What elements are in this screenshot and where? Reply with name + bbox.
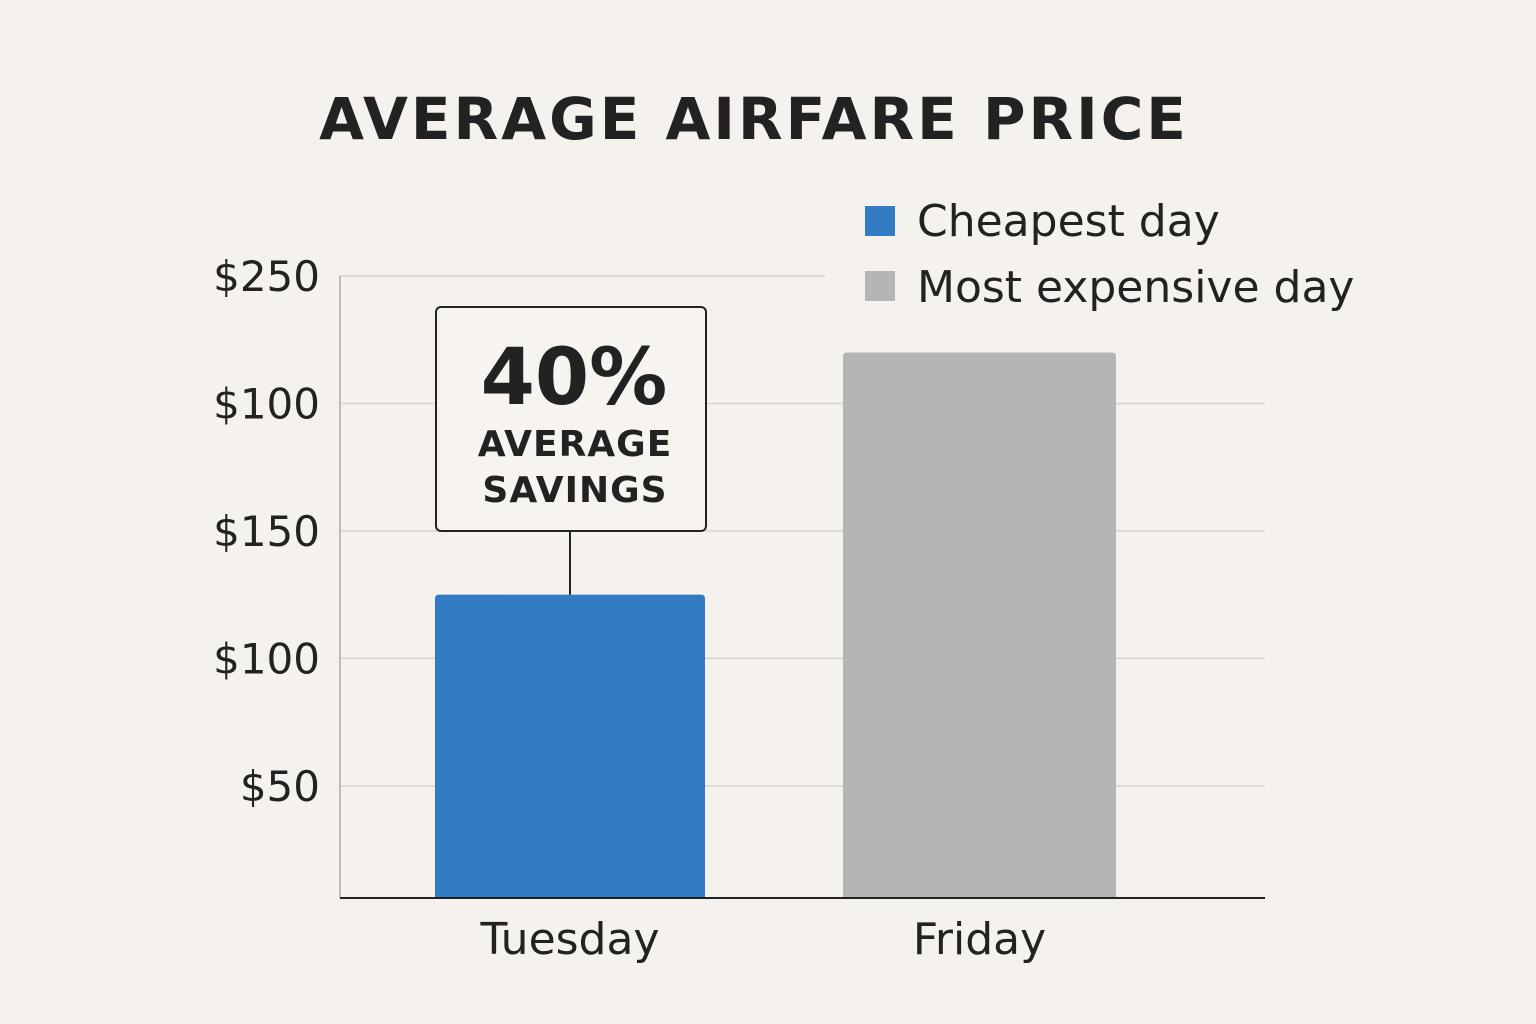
y-tick-label: $150 xyxy=(213,507,320,556)
x-tick-label: Friday xyxy=(913,914,1046,965)
annotation-percent: 40% xyxy=(481,333,668,423)
y-axis-ticks: $50 $100 $150 $100 $250 xyxy=(213,252,320,811)
annotation-box xyxy=(435,306,707,532)
y-tick-label: $250 xyxy=(213,252,320,301)
legend-label-most-expensive: Most expensive day xyxy=(917,262,1354,313)
y-tick-label: $100 xyxy=(213,379,320,428)
annotation-line2: SAVINGS xyxy=(482,470,667,511)
bar-friday xyxy=(843,352,1116,898)
x-axis-labels: Tuesday Friday xyxy=(479,914,1046,965)
bar-tuesday xyxy=(435,594,705,898)
bars xyxy=(435,352,1116,898)
y-tick-label: $50 xyxy=(240,762,320,811)
chart-title: AVERAGE AIRFARE PRICE xyxy=(319,85,1189,153)
legend-swatch-cheapest xyxy=(865,206,895,236)
annotation-line1: AVERAGE xyxy=(478,424,673,465)
y-tick-label: $100 xyxy=(213,634,320,683)
legend: Cheapest day Most expensive day xyxy=(865,196,1354,313)
legend-label-cheapest: Cheapest day xyxy=(917,196,1220,247)
savings-annotation: 40% AVERAGE SAVINGS xyxy=(435,306,707,595)
legend-swatch-most-expensive xyxy=(865,271,895,301)
x-tick-label: Tuesday xyxy=(479,914,659,965)
